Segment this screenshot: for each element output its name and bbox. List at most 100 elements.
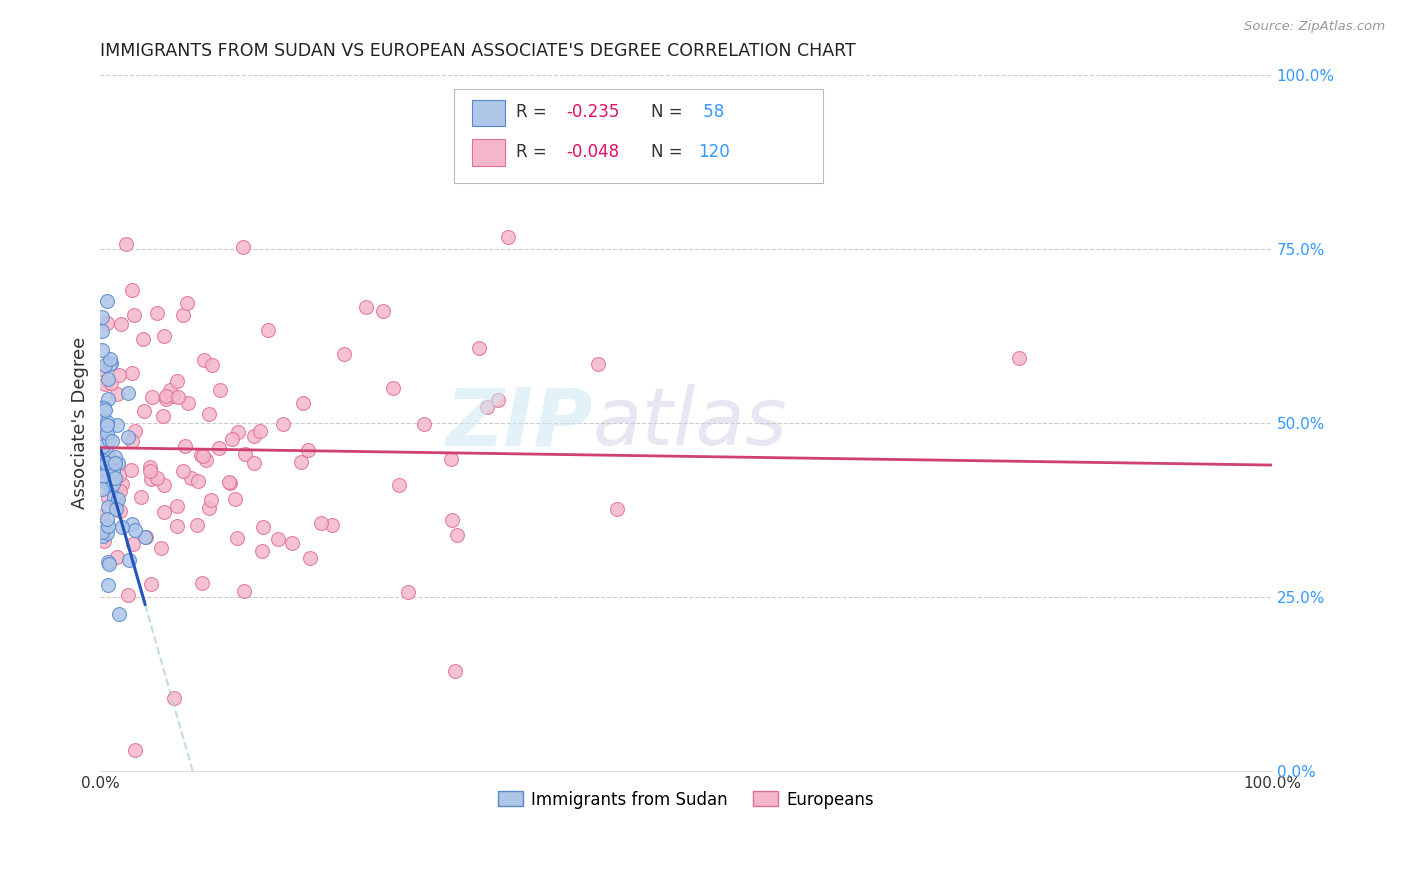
Point (145, 305, 167, 319)
Point (155, 392, 177, 406)
Point (243, 429, 266, 443)
Point (233, 447, 256, 461)
Point (224, 491, 246, 506)
Point (107, 456, 129, 470)
Bar (472, 100, 505, 126)
Point (93, 401, 115, 415)
Point (187, 474, 209, 488)
Point (98, 357, 121, 371)
Point (297, 443, 319, 458)
Point (321, 517, 343, 532)
Point (107, 368, 129, 383)
Point (121, 517, 143, 532)
Point (139, 460, 162, 475)
Point (105, 418, 128, 433)
Point (97, 491, 120, 505)
Point (96, 426, 118, 441)
Point (97, 555, 120, 569)
Point (440, 513, 463, 527)
Point (382, 381, 405, 395)
Point (371, 303, 394, 318)
Point (193, 353, 215, 368)
Point (298, 551, 321, 566)
Point (172, 464, 194, 478)
Point (172, 308, 194, 322)
Point (141, 390, 163, 404)
Point (90, 483, 112, 497)
Point (153, 505, 176, 519)
FancyBboxPatch shape (454, 89, 823, 183)
Point (97, 518, 120, 533)
Point (173, 439, 195, 453)
Point (440, 451, 463, 466)
Text: R =: R = (516, 103, 553, 121)
Point (586, 357, 609, 371)
Point (122, 536, 145, 550)
Point (121, 284, 143, 298)
Point (162, 690, 184, 705)
Point (117, 386, 139, 401)
Point (177, 396, 200, 410)
Point (219, 475, 242, 490)
Point (167, 390, 190, 404)
Point (267, 532, 290, 546)
Point (91, 447, 114, 461)
Point (309, 516, 332, 530)
Point (90, 343, 112, 358)
Point (150, 541, 173, 556)
Point (100, 376, 122, 391)
Point (97, 372, 120, 386)
Bar (472, 139, 505, 166)
Point (98, 433, 121, 447)
Point (91, 468, 114, 483)
Point (333, 347, 356, 361)
Point (111, 477, 134, 491)
Point (176, 296, 198, 310)
Point (232, 240, 254, 254)
Point (396, 585, 419, 599)
Point (134, 404, 156, 418)
Point (446, 528, 468, 542)
Point (96, 512, 118, 526)
Point (93, 376, 115, 391)
Point (135, 530, 157, 544)
Point (226, 531, 249, 545)
Point (110, 318, 132, 332)
Point (162, 389, 184, 403)
Point (252, 520, 274, 534)
Point (221, 432, 243, 446)
Point (98, 351, 121, 366)
Point (93, 426, 115, 441)
Point (180, 471, 202, 485)
Point (91, 400, 114, 414)
Text: N =: N = (651, 103, 688, 121)
Point (486, 392, 509, 407)
Point (124, 523, 146, 537)
Point (94, 464, 117, 478)
Point (90, 458, 112, 472)
Text: N =: N = (651, 143, 688, 161)
Point (124, 424, 146, 438)
Point (93, 439, 115, 453)
Point (96, 445, 118, 459)
Point (105, 387, 128, 401)
Point (108, 484, 131, 499)
Point (91, 458, 114, 473)
Point (103, 490, 125, 504)
Point (280, 536, 302, 550)
Point (108, 468, 131, 483)
Point (290, 454, 312, 468)
Point (104, 455, 127, 469)
Point (468, 341, 491, 355)
Point (232, 584, 254, 599)
Point (209, 384, 232, 398)
Point (94, 450, 117, 465)
Point (108, 607, 131, 622)
Point (145, 471, 167, 485)
Point (444, 665, 467, 679)
Point (111, 520, 134, 534)
Text: -0.235: -0.235 (567, 103, 620, 121)
Point (155, 389, 177, 403)
Text: ZIP: ZIP (446, 384, 592, 462)
Point (117, 553, 139, 567)
